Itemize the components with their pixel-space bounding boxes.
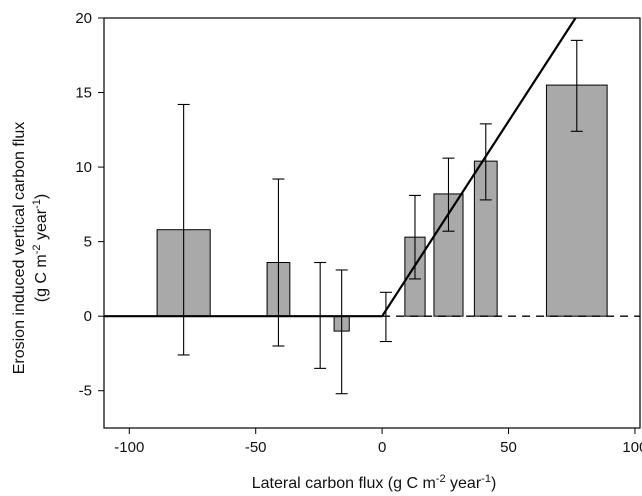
x-axis-title-sup2: -1 — [481, 473, 491, 485]
error-bar-2 — [272, 178, 285, 347]
y-tick-label-2: 0 — [84, 308, 92, 325]
x-tick-label-1: -100 — [114, 439, 144, 456]
x-tick-label-3: 0 — [378, 439, 386, 456]
lines-layer — [104, 17, 640, 318]
y-axis-title-line2-sup2: -1 — [31, 199, 43, 209]
y-tick-label-4: 10 — [75, 159, 92, 176]
errors-layer — [177, 39, 583, 395]
y-axis-title-line2-sup1: -2 — [31, 244, 43, 254]
y-axis-title-line2-start: (g C m — [33, 254, 50, 302]
x-tick-label-2: -50 — [245, 439, 267, 456]
plot-frame — [103, 17, 641, 429]
y-tick-label-3: 5 — [84, 234, 92, 251]
error-bar-extra-1 — [314, 261, 327, 369]
x-axis-title-mid: year — [446, 475, 482, 492]
x-axis-title-text: Lateral carbon flux (g C m — [252, 475, 436, 492]
error-bar-extra-2 — [379, 291, 392, 343]
x-tick-label-5: 100 — [622, 439, 642, 456]
x-axis-title-sup1: -2 — [436, 473, 446, 485]
y-tick-label-1: -5 — [79, 383, 92, 400]
y-axis-title-line2-mid: year — [33, 208, 50, 244]
error-bar-3 — [335, 269, 348, 395]
y-axis-title-line2-end: ) — [33, 194, 50, 199]
error-bar-6 — [479, 123, 492, 201]
x-axis-title: Lateral carbon flux (g C m-2 year-1) — [252, 473, 497, 492]
fit-line — [104, 17, 577, 318]
y-axis-title-line1: Erosion induced vertical carbon flux — [11, 122, 28, 375]
y-tick-label-5: 15 — [75, 85, 92, 102]
error-bar-5 — [442, 157, 455, 232]
x-tick-label-4: 50 — [500, 439, 517, 456]
y-tick-label-6: 20 — [75, 10, 92, 27]
error-bar-4 — [408, 194, 421, 280]
y-axis-title: Erosion induced vertical carbon flux (g … — [11, 122, 50, 375]
error-bar-1 — [177, 103, 190, 356]
error-bar-7 — [570, 39, 583, 132]
y-axis-title-line2: (g C m-2 year-1) — [31, 194, 50, 302]
x-axis-title-end: ) — [491, 475, 496, 492]
